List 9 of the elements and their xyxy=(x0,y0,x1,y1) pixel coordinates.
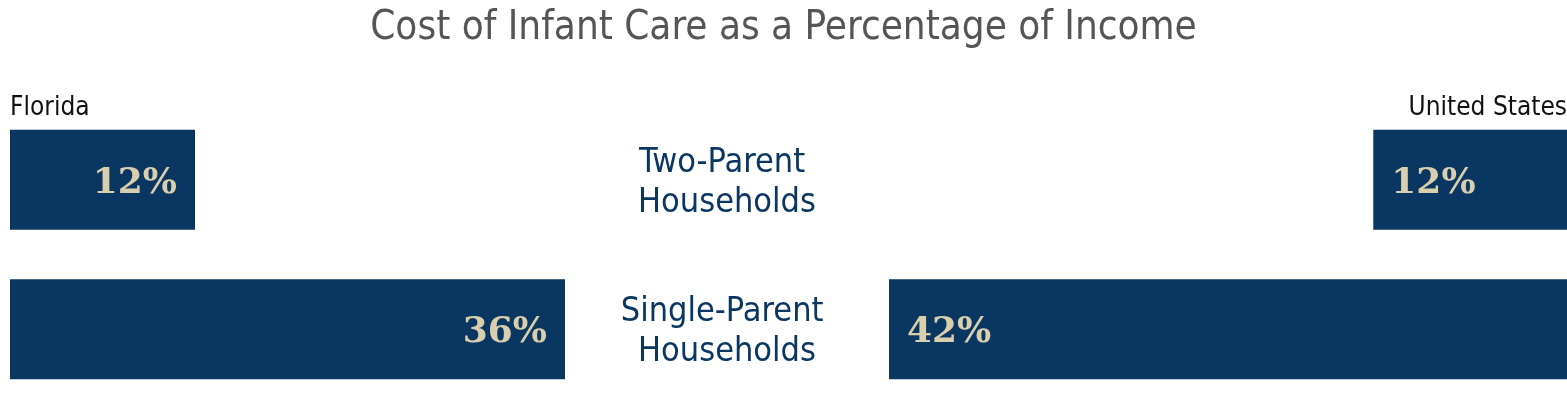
data-label: 12% xyxy=(1391,158,1476,201)
text: Cost of Infant Care as a Percentage of Income xyxy=(370,2,1197,48)
data-label: 12% xyxy=(92,158,177,201)
data-label: 36% xyxy=(462,308,547,351)
series-label: United States xyxy=(1408,91,1567,121)
data-label: 42% xyxy=(907,308,992,351)
y-tick-label: Single-Parent Households xyxy=(620,289,834,370)
series-label: Florida xyxy=(10,91,90,121)
y-tick-label: Two-Parent Households xyxy=(638,139,816,220)
